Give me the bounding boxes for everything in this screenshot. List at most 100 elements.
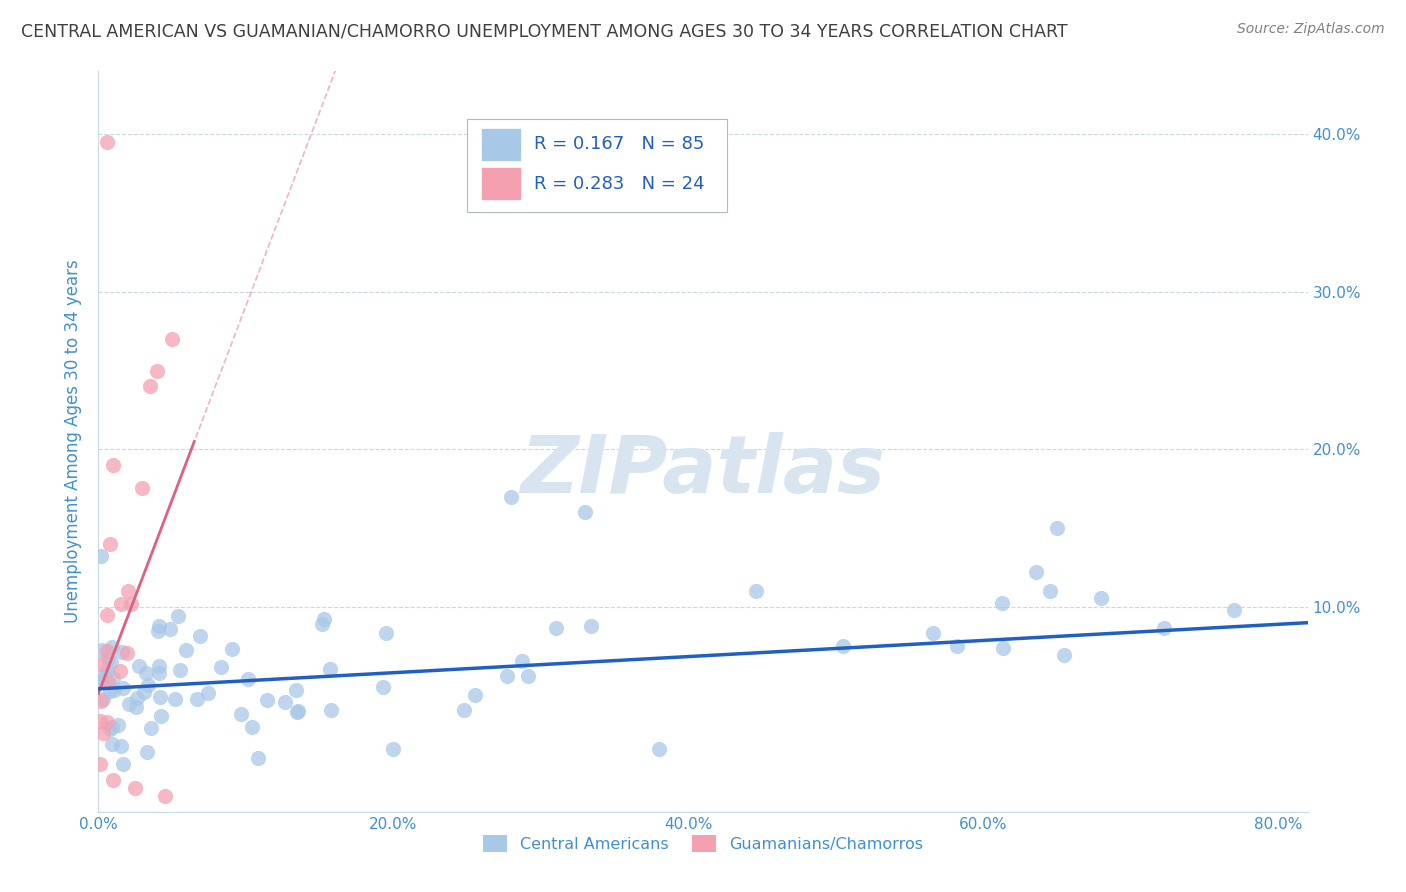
Point bbox=[153, 789, 176, 803]
Text: ZIPatlas: ZIPatlas bbox=[520, 432, 886, 510]
Point bbox=[256, 693, 278, 707]
Point bbox=[148, 659, 170, 673]
Point bbox=[240, 720, 263, 734]
Point bbox=[100, 737, 122, 751]
Text: Source: ZipAtlas.com: Source: ZipAtlas.com bbox=[1237, 22, 1385, 37]
Point bbox=[131, 481, 153, 495]
Point bbox=[382, 741, 405, 756]
Point bbox=[197, 686, 219, 700]
Point bbox=[120, 597, 142, 611]
FancyBboxPatch shape bbox=[467, 120, 727, 212]
Point bbox=[124, 781, 146, 796]
Point bbox=[229, 707, 252, 722]
Point bbox=[284, 683, 307, 698]
Point bbox=[186, 692, 208, 706]
Text: R = 0.283   N = 24: R = 0.283 N = 24 bbox=[534, 175, 704, 193]
Point bbox=[922, 626, 945, 640]
Point bbox=[98, 537, 121, 551]
Point bbox=[90, 673, 112, 688]
Point bbox=[111, 757, 134, 772]
Point bbox=[136, 678, 159, 692]
Point bbox=[319, 662, 342, 676]
Point bbox=[146, 364, 169, 378]
Point bbox=[991, 596, 1014, 610]
Point bbox=[103, 683, 125, 698]
Point bbox=[96, 643, 118, 657]
Point bbox=[97, 652, 120, 666]
Point bbox=[501, 490, 523, 504]
Point bbox=[221, 641, 243, 656]
Point bbox=[91, 691, 114, 706]
Point bbox=[110, 739, 132, 754]
Point bbox=[94, 667, 117, 681]
Point bbox=[96, 664, 118, 678]
Point bbox=[273, 695, 295, 709]
Point bbox=[517, 668, 540, 682]
Point bbox=[91, 643, 114, 657]
Point bbox=[90, 657, 112, 671]
Point bbox=[90, 549, 112, 563]
Point bbox=[90, 694, 112, 708]
Point bbox=[101, 458, 124, 472]
Point bbox=[287, 704, 309, 718]
Point bbox=[371, 680, 394, 694]
Point bbox=[1039, 584, 1062, 599]
Point bbox=[108, 664, 131, 678]
Point bbox=[117, 646, 139, 660]
Point bbox=[101, 640, 124, 654]
Point bbox=[246, 751, 269, 765]
Point bbox=[135, 666, 157, 681]
Point bbox=[574, 505, 596, 519]
Point bbox=[993, 641, 1015, 656]
Point bbox=[169, 663, 191, 677]
Point bbox=[832, 639, 855, 653]
Point bbox=[209, 660, 232, 674]
Point bbox=[96, 607, 118, 622]
Text: R = 0.167   N = 85: R = 0.167 N = 85 bbox=[534, 135, 704, 153]
Point bbox=[319, 703, 342, 717]
Point bbox=[96, 714, 118, 729]
Point bbox=[128, 659, 150, 673]
Point bbox=[107, 717, 129, 731]
Point bbox=[136, 745, 159, 759]
Point bbox=[648, 741, 671, 756]
Y-axis label: Unemployment Among Ages 30 to 34 years: Unemployment Among Ages 30 to 34 years bbox=[65, 260, 83, 624]
FancyBboxPatch shape bbox=[482, 169, 520, 200]
Point bbox=[190, 630, 212, 644]
Point bbox=[97, 675, 120, 690]
Point bbox=[111, 645, 134, 659]
Point bbox=[745, 583, 768, 598]
Point bbox=[101, 720, 124, 734]
Point bbox=[103, 671, 125, 685]
Point bbox=[160, 332, 183, 346]
Point bbox=[1046, 521, 1069, 535]
Point bbox=[90, 674, 112, 689]
Point bbox=[139, 379, 162, 393]
Point bbox=[89, 757, 111, 772]
Point bbox=[1053, 648, 1076, 663]
Point bbox=[285, 705, 308, 719]
Point bbox=[375, 626, 398, 640]
Point bbox=[139, 721, 162, 735]
Point bbox=[101, 773, 124, 788]
Point bbox=[312, 611, 335, 625]
Point bbox=[148, 619, 170, 633]
Point bbox=[512, 654, 534, 668]
Point bbox=[236, 672, 259, 686]
Legend: Central Americans, Guamanians/Chamorros: Central Americans, Guamanians/Chamorros bbox=[484, 835, 922, 852]
Point bbox=[117, 584, 139, 599]
Point bbox=[125, 690, 148, 705]
Point bbox=[946, 639, 969, 653]
Point bbox=[1025, 565, 1047, 579]
Point bbox=[464, 689, 486, 703]
Point bbox=[311, 616, 333, 631]
Point bbox=[96, 135, 118, 149]
Point bbox=[1223, 603, 1246, 617]
Point bbox=[98, 684, 121, 698]
Point bbox=[148, 666, 170, 681]
Point bbox=[546, 621, 568, 635]
Point bbox=[1090, 591, 1112, 605]
Point bbox=[174, 643, 197, 657]
Point bbox=[167, 609, 190, 624]
Point bbox=[150, 708, 173, 723]
